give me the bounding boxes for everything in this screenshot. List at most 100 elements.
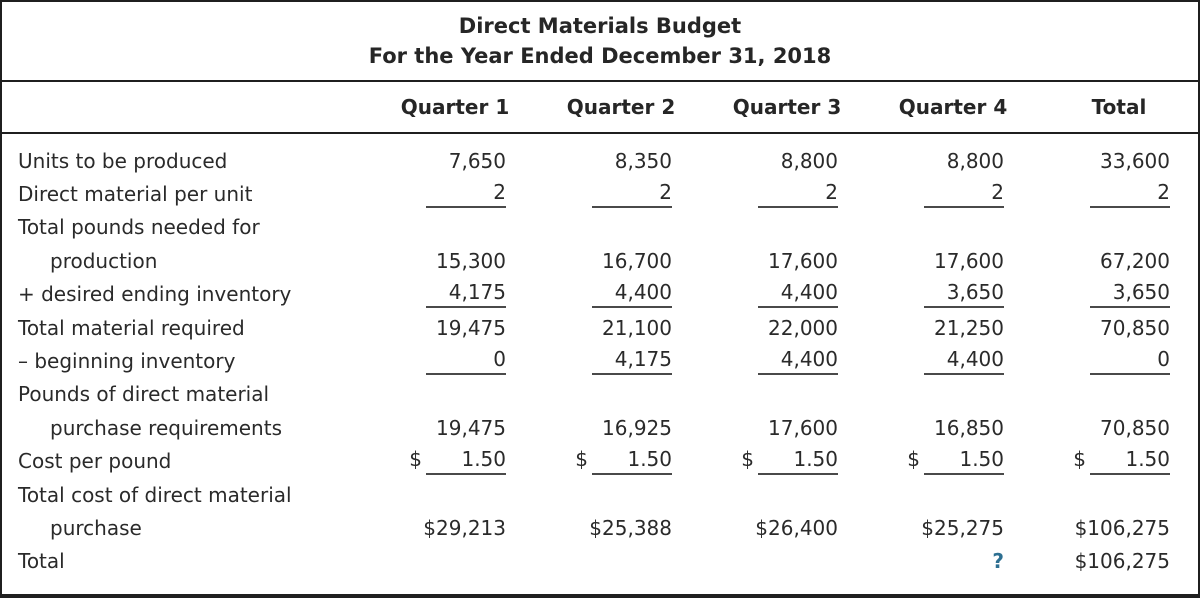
q3-value: $1.50 <box>704 447 870 476</box>
q4-value: 16,850 <box>934 415 1004 440</box>
underlined-value: 4,175 <box>592 347 672 376</box>
row-label: Cost per pound <box>18 449 172 474</box>
underlined-value: 2 <box>1090 180 1170 209</box>
underlined-value: 4,175 <box>426 280 506 309</box>
q1-value: 19,475 <box>436 415 506 440</box>
row-total-pounds-needed-for: Total pounds needed for <box>2 211 1198 244</box>
row-label: purchase requirements <box>50 415 282 440</box>
q3-value: 22,000 <box>768 315 838 340</box>
q2-value: 4,175 <box>538 347 704 376</box>
underlined-value: 2 <box>426 180 506 209</box>
row-purchase-requirements: purchase requirements 19,475 16,925 17,6… <box>2 411 1198 444</box>
underlined-value: 4,400 <box>758 280 838 309</box>
column-header-total: Total <box>1091 95 1147 119</box>
column-header-row: Quarter 1 Quarter 2 Quarter 3 Quarter 4 … <box>2 82 1198 134</box>
q4-value: 4,400 <box>870 347 1036 376</box>
q4-value: 3,650 <box>870 280 1036 309</box>
underlined-value: 2 <box>924 180 1004 209</box>
q4-value: $1.50 <box>870 447 1036 476</box>
total-value: $1.50 <box>1036 447 1200 476</box>
underlined-value: 2 <box>592 180 672 209</box>
row-desired-ending-inventory: + desired ending inventory 4,175 4,400 4… <box>2 278 1198 311</box>
q1-value: $1.50 <box>372 447 538 476</box>
underlined-value: 1.50 <box>1090 447 1170 476</box>
total-value: 33,600 <box>1100 148 1170 173</box>
q2-value: $25,388 <box>589 515 672 540</box>
row-cost-per-pound: Cost per pound $1.50 $1.50 $1.50 $1.50 $… <box>2 445 1198 478</box>
q2-value: 16,925 <box>602 415 672 440</box>
q4-value: 17,600 <box>934 248 1004 273</box>
underlined-value: 0 <box>426 347 506 376</box>
column-header-quarter1: Quarter 1 <box>400 95 510 119</box>
dollar-sign: $ <box>1073 447 1086 472</box>
q1-value: 2 <box>372 180 538 209</box>
underlined-value: 1.50 <box>758 447 838 476</box>
column-header-quarter2: Quarter 2 <box>566 95 676 119</box>
underlined-value: 4,400 <box>758 347 838 376</box>
row-beginning-inventory: – beginning inventory 0 4,175 4,400 4,40… <box>2 344 1198 377</box>
underlined-value: 3,650 <box>924 280 1004 309</box>
dollar-sign: $ <box>741 447 754 472</box>
row-label: Total cost of direct material <box>18 482 292 507</box>
total-value: 70,850 <box>1100 415 1170 440</box>
table-title-block: Direct Materials Budget For the Year End… <box>2 2 1198 82</box>
q3-value: 4,400 <box>704 280 870 309</box>
q1-value: 7,650 <box>448 148 506 173</box>
row-total: Total ? $106,275 <box>2 545 1198 578</box>
dollar-sign: $ <box>907 447 920 472</box>
q4-value: 21,250 <box>934 315 1004 340</box>
row-label: Direct material per unit <box>18 182 253 207</box>
row-label: – beginning inventory <box>18 349 236 374</box>
table-body: Units to be produced 7,650 8,350 8,800 8… <box>2 134 1198 594</box>
row-label: Total <box>18 549 65 574</box>
table-title: Direct Materials Budget <box>458 14 742 38</box>
total-value: 3,650 <box>1036 280 1200 309</box>
column-header-quarter4: Quarter 4 <box>898 95 1008 119</box>
underlined-value: 3,650 <box>1090 280 1170 309</box>
q1-value: 19,475 <box>436 315 506 340</box>
row-label: purchase <box>50 515 142 540</box>
underlined-value: 2 <box>758 180 838 209</box>
row-label: Total pounds needed for <box>18 215 260 240</box>
row-label: Units to be produced <box>18 148 228 173</box>
dollar-sign: $ <box>575 447 588 472</box>
q4-value: $25,275 <box>921 515 1004 540</box>
q3-value: 4,400 <box>704 347 870 376</box>
q2-value: $1.50 <box>538 447 704 476</box>
q3-value: 17,600 <box>768 248 838 273</box>
row-total-material-required: Total material required 19,475 21,100 22… <box>2 311 1198 344</box>
q3-value: $26,400 <box>755 515 838 540</box>
q3-value: 2 <box>704 180 870 209</box>
q1-value: 15,300 <box>436 248 506 273</box>
underlined-value: 1.50 <box>592 447 672 476</box>
row-units-to-be-produced: Units to be produced 7,650 8,350 8,800 8… <box>2 144 1198 177</box>
dollar-sign: $ <box>409 447 422 472</box>
q2-value: 8,350 <box>614 148 672 173</box>
q3-value: 8,800 <box>780 148 838 173</box>
q2-value: 21,100 <box>602 315 672 340</box>
row-direct-material-per-unit: Direct material per unit 2 2 2 2 2 <box>2 177 1198 210</box>
total-value: 67,200 <box>1100 248 1170 273</box>
underlined-value: 1.50 <box>426 447 506 476</box>
q2-value: 4,400 <box>538 280 704 309</box>
row-pounds-of-direct-material: Pounds of direct material <box>2 378 1198 411</box>
q1-value: $29,213 <box>423 515 506 540</box>
q1-value: 4,175 <box>372 280 538 309</box>
column-header-quarter3: Quarter 3 <box>732 95 842 119</box>
row-label: + desired ending inventory <box>18 282 292 307</box>
row-label: Pounds of direct material <box>18 382 270 407</box>
q3-value: 17,600 <box>768 415 838 440</box>
q1-value: 0 <box>372 347 538 376</box>
total-value: 2 <box>1036 180 1200 209</box>
table-subtitle: For the Year Ended December 31, 2018 <box>368 44 832 68</box>
underlined-value: 0 <box>1090 347 1170 376</box>
q4-value: 2 <box>870 180 1036 209</box>
total-value: 0 <box>1036 347 1200 376</box>
row-total-cost-of-direct-material: Total cost of direct material <box>2 478 1198 511</box>
total-value: $106,275 <box>1074 549 1170 574</box>
row-label: Total material required <box>18 315 245 340</box>
underlined-value: 4,400 <box>924 347 1004 376</box>
q2-value: 2 <box>538 180 704 209</box>
underlined-value: 4,400 <box>592 280 672 309</box>
row-purchase: purchase $29,213 $25,388 $26,400 $25,275… <box>2 511 1198 544</box>
